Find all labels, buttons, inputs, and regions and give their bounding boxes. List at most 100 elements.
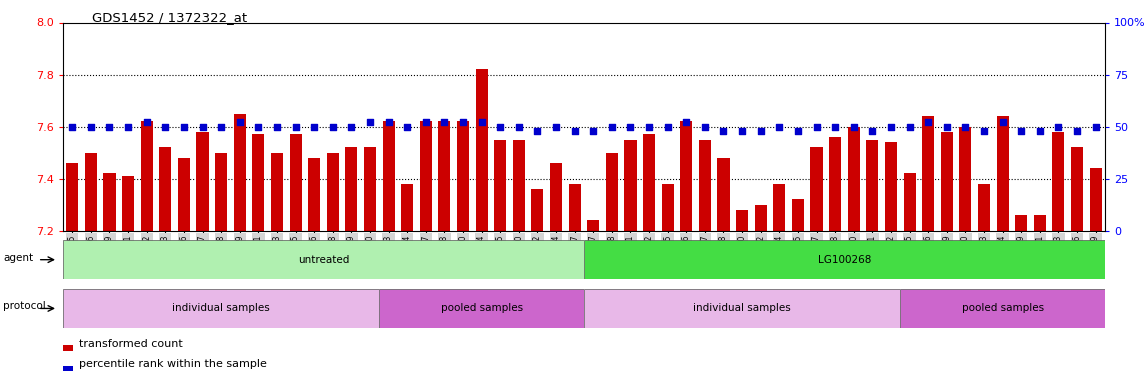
Bar xyxy=(123,176,134,231)
Point xyxy=(956,124,974,130)
Point xyxy=(1068,128,1087,134)
Bar xyxy=(252,134,264,231)
Bar xyxy=(475,69,488,231)
Text: untreated: untreated xyxy=(298,255,349,265)
Text: transformed count: transformed count xyxy=(79,339,183,349)
Point xyxy=(268,124,286,130)
Point xyxy=(658,124,677,130)
Bar xyxy=(550,163,562,231)
Text: protocol: protocol xyxy=(3,302,46,312)
Point xyxy=(435,119,453,125)
Bar xyxy=(736,210,748,231)
Point xyxy=(305,124,323,130)
Bar xyxy=(103,173,116,231)
Text: pooled samples: pooled samples xyxy=(962,303,1043,313)
Point xyxy=(417,119,435,125)
Point xyxy=(342,124,361,130)
Point xyxy=(938,124,956,130)
Bar xyxy=(177,158,190,231)
Bar xyxy=(885,142,897,231)
Bar xyxy=(215,153,227,231)
Bar xyxy=(755,205,767,231)
Bar xyxy=(85,153,97,231)
Point xyxy=(714,128,733,134)
Point xyxy=(1049,124,1067,130)
Point xyxy=(230,119,248,125)
Bar xyxy=(197,132,208,231)
Point xyxy=(845,124,863,130)
Point xyxy=(398,124,417,130)
Text: percentile rank within the sample: percentile rank within the sample xyxy=(79,359,267,369)
Bar xyxy=(66,163,78,231)
Point xyxy=(1030,128,1049,134)
Bar xyxy=(773,184,785,231)
Point xyxy=(566,128,584,134)
Point xyxy=(194,124,212,130)
Bar xyxy=(326,153,339,231)
Bar xyxy=(420,122,432,231)
Bar xyxy=(867,140,878,231)
Bar xyxy=(680,122,693,231)
Bar xyxy=(271,153,283,231)
Point xyxy=(807,124,826,130)
Point xyxy=(491,124,510,130)
Text: pooled samples: pooled samples xyxy=(441,303,522,313)
Bar xyxy=(1034,215,1045,231)
Text: GDS1452 / 1372322_at: GDS1452 / 1372322_at xyxy=(92,11,246,24)
Point xyxy=(640,124,658,130)
Point xyxy=(919,119,938,125)
Bar xyxy=(290,134,301,231)
Bar xyxy=(346,147,357,231)
Point xyxy=(81,124,100,130)
Point xyxy=(286,124,305,130)
Point xyxy=(733,128,751,134)
Bar xyxy=(624,140,637,231)
Bar xyxy=(698,140,711,231)
Text: agent: agent xyxy=(3,253,33,263)
Point xyxy=(119,124,137,130)
Point xyxy=(826,124,844,130)
Bar xyxy=(941,132,953,231)
Point xyxy=(528,128,546,134)
Bar xyxy=(531,189,544,231)
Bar xyxy=(401,184,413,231)
Bar xyxy=(903,173,916,231)
Point xyxy=(696,124,714,130)
Point xyxy=(175,124,194,130)
Bar xyxy=(662,184,673,231)
Point xyxy=(602,124,621,130)
Bar xyxy=(439,122,450,231)
Bar xyxy=(996,116,1009,231)
Bar xyxy=(569,184,581,231)
Text: LG100268: LG100268 xyxy=(818,255,871,265)
Point xyxy=(900,124,918,130)
Point xyxy=(63,124,81,130)
Bar xyxy=(718,158,729,231)
Bar xyxy=(606,153,618,231)
Bar xyxy=(457,122,469,231)
Point xyxy=(324,124,342,130)
Bar xyxy=(960,127,971,231)
Point xyxy=(622,124,640,130)
Point xyxy=(137,119,156,125)
Bar xyxy=(1071,147,1083,231)
Bar xyxy=(364,147,376,231)
Point xyxy=(751,128,769,134)
Bar xyxy=(308,158,321,231)
Bar xyxy=(382,122,395,231)
Point xyxy=(1012,128,1030,134)
Bar xyxy=(829,137,842,231)
Point xyxy=(250,124,268,130)
Point xyxy=(584,128,602,134)
Point xyxy=(882,124,900,130)
Point xyxy=(771,124,789,130)
Bar xyxy=(811,147,822,231)
Bar xyxy=(1090,168,1101,231)
Point xyxy=(361,119,379,125)
Bar xyxy=(978,184,990,231)
Point xyxy=(994,119,1012,125)
Point xyxy=(101,124,119,130)
Point xyxy=(789,128,807,134)
Point xyxy=(974,128,993,134)
Point xyxy=(510,124,528,130)
